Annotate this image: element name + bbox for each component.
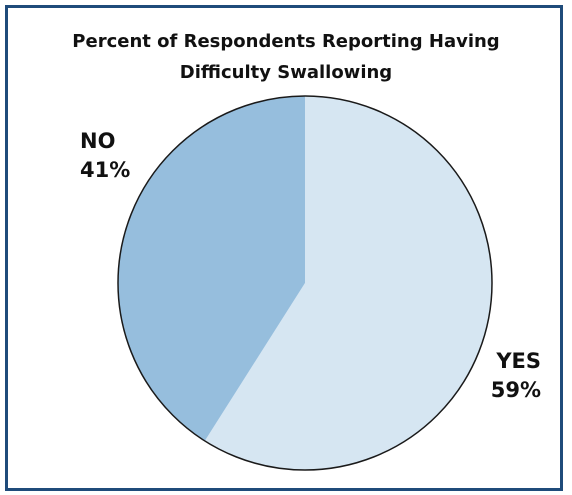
slice-label-yes-value: 59% — [490, 378, 541, 402]
pie-slice-yes — [204, 96, 492, 470]
pie-slice-no — [117, 96, 305, 441]
slice-label-no-name: NO — [80, 129, 116, 153]
chart-title-line-1: Percent of Respondents Reporting Having — [72, 31, 500, 52]
slice-label-yes-name: YES — [496, 349, 541, 373]
slice-label-no-value: 41% — [80, 158, 131, 182]
slice-label-no: NO 41% — [80, 127, 130, 185]
chart-title-line-2: Difficulty Swallowing — [179, 62, 393, 83]
pie-outline — [117, 95, 493, 471]
slice-label-yes: YES 59% — [486, 347, 541, 405]
chart-title: Percent of Respondents Reporting Having … — [0, 26, 572, 88]
